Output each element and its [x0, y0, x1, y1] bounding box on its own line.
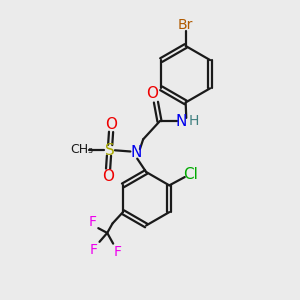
Text: N: N — [176, 114, 187, 129]
Text: H: H — [189, 115, 200, 128]
Text: Br: Br — [178, 18, 194, 32]
Text: S: S — [105, 143, 115, 158]
Text: CH₃: CH₃ — [70, 143, 94, 156]
Text: O: O — [102, 169, 114, 184]
Text: O: O — [105, 117, 117, 132]
Text: F: F — [114, 245, 122, 259]
Text: F: F — [88, 214, 96, 229]
Text: Cl: Cl — [184, 167, 198, 182]
Text: N: N — [130, 145, 141, 160]
Text: O: O — [146, 86, 158, 101]
Text: F: F — [89, 243, 98, 257]
